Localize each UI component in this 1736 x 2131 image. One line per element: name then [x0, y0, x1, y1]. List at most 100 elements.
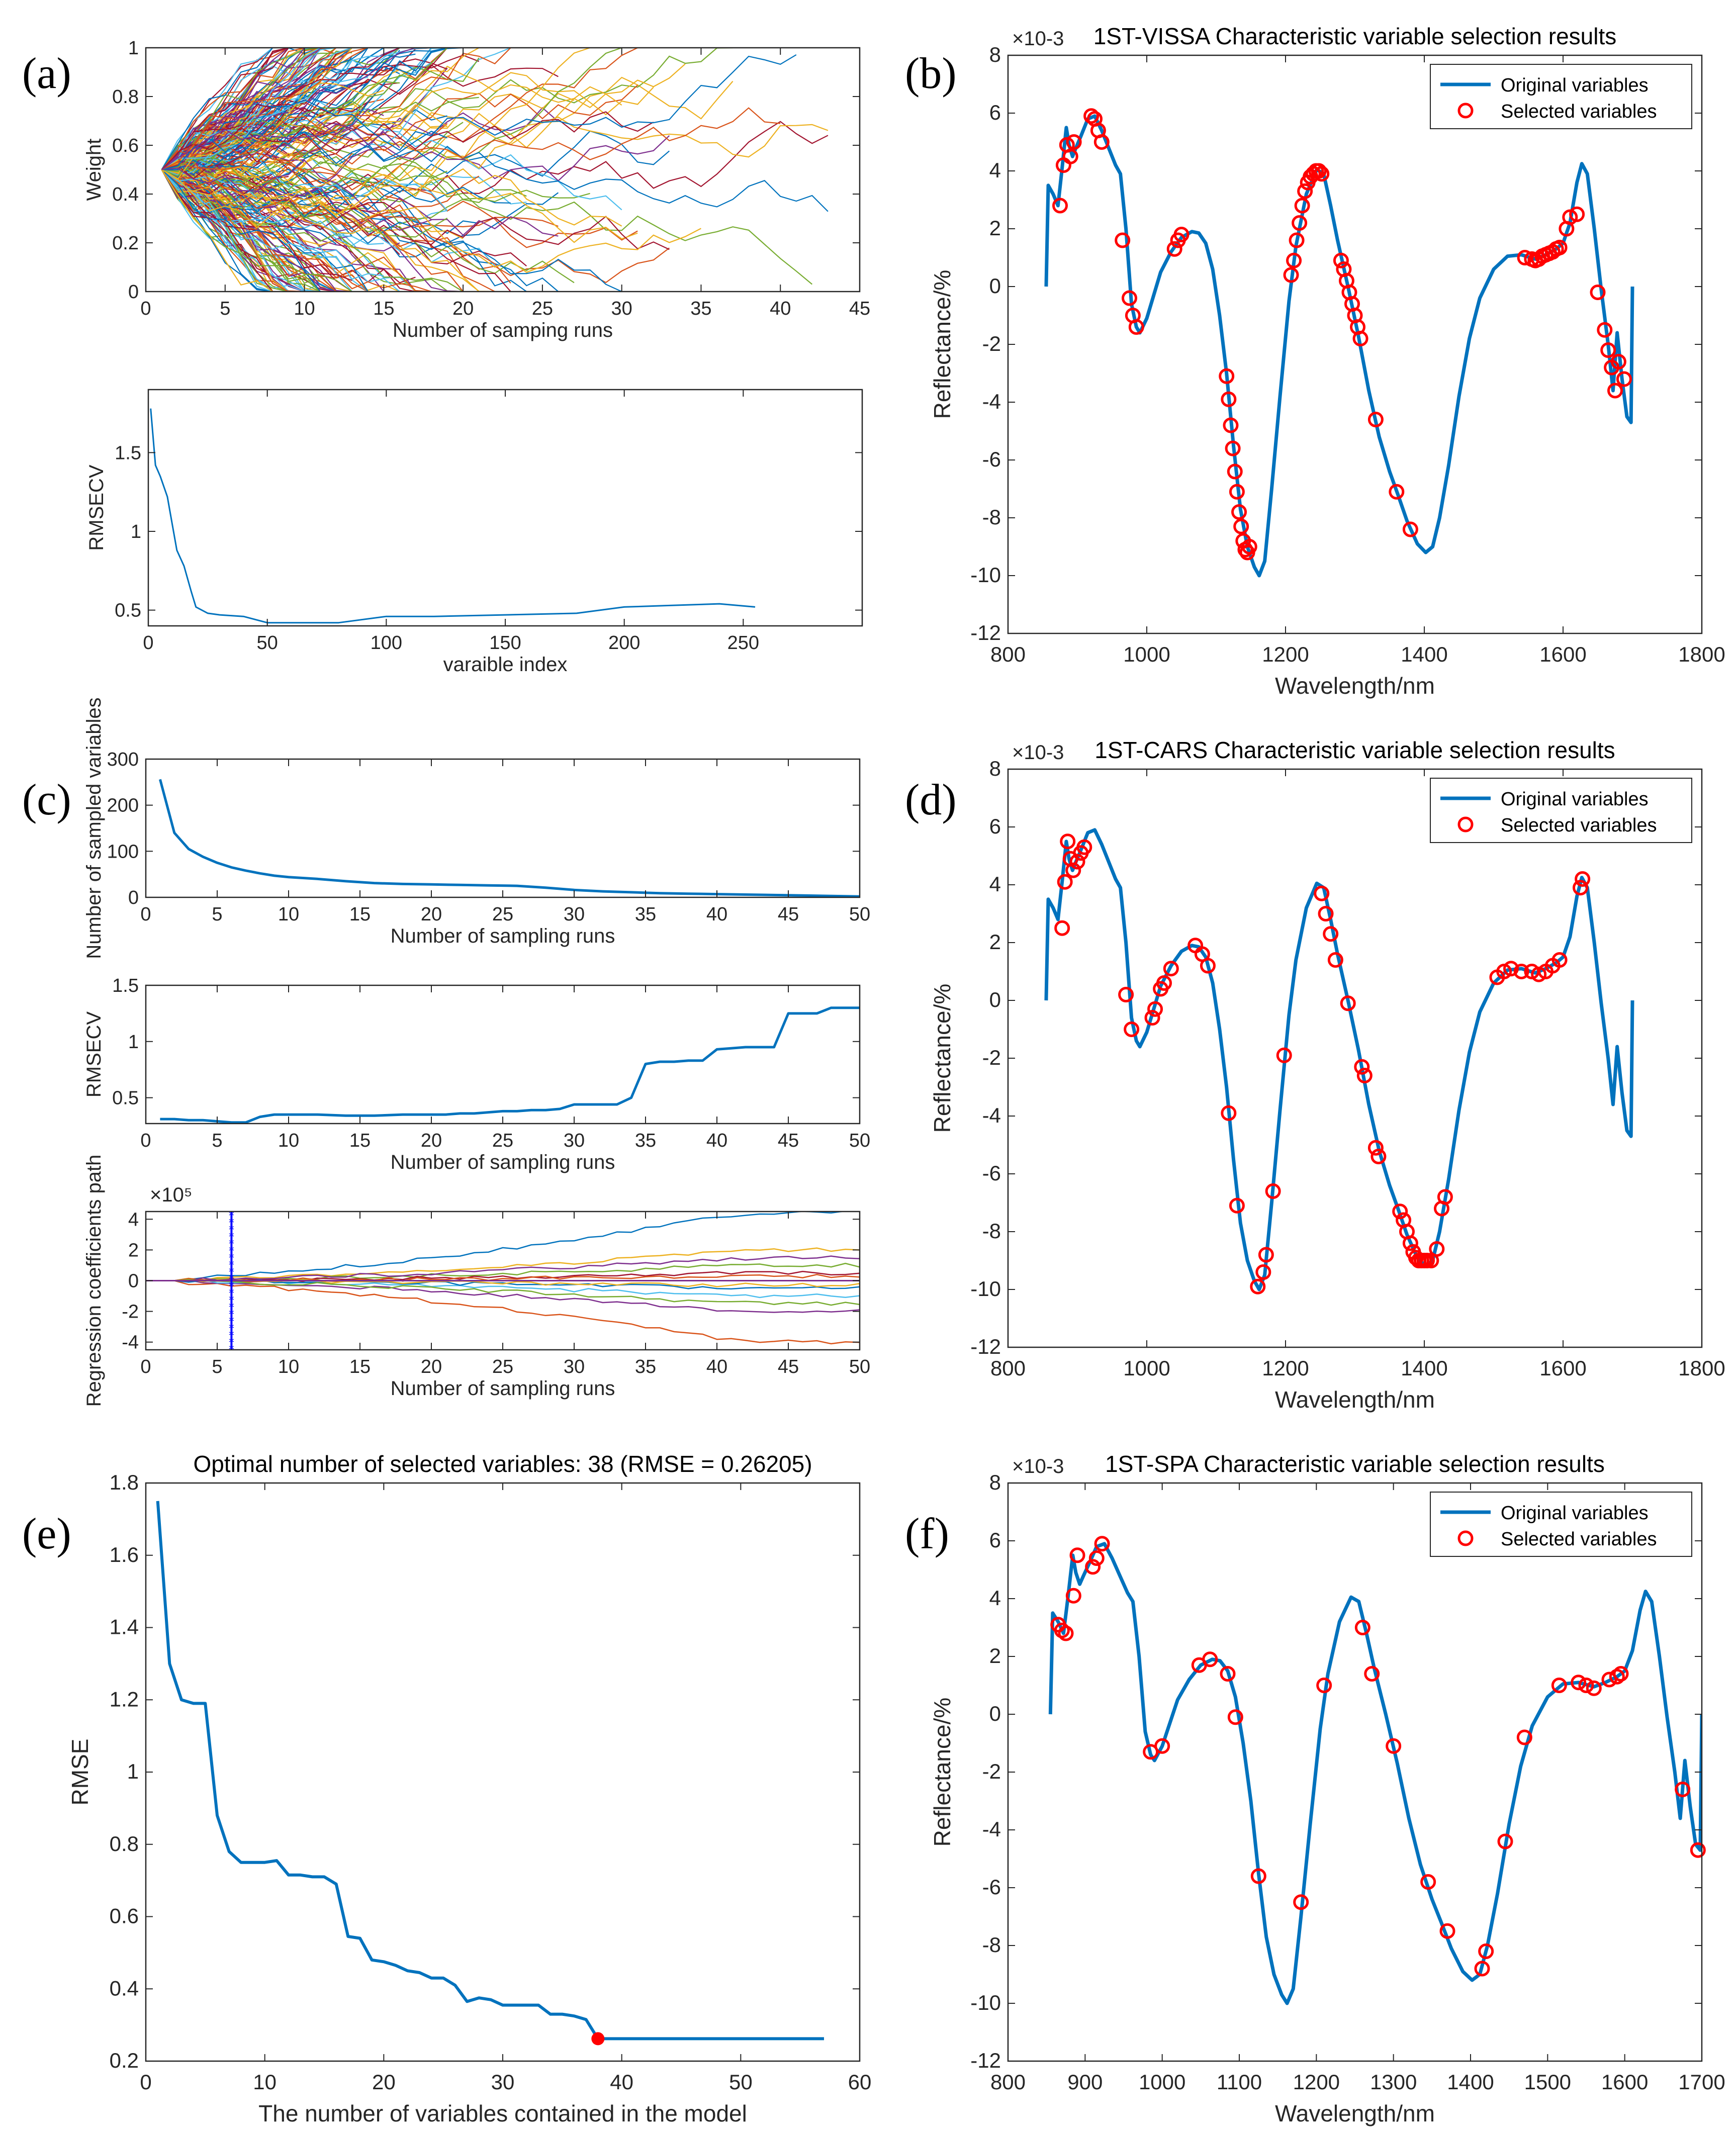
selected-variable-marker [1607, 383, 1623, 399]
x-tick-label: 10 [278, 904, 299, 925]
weight-path-235 [161, 64, 336, 171]
y-tick-label: 0.5 [115, 600, 141, 621]
x-tick-label: 1000 [1139, 2070, 1185, 2094]
weight-path-219 [161, 169, 273, 189]
x-tick-label: 25 [492, 1356, 513, 1377]
chart-f: 800 900 1000 1100 1200 1300 1400 1500 1600 1700 -1… [929, 1451, 1725, 2126]
selected-variable-marker [1286, 252, 1302, 268]
coef-path-8 [160, 1279, 860, 1290]
x-tick-label: 40 [610, 2070, 633, 2094]
selected-variable-marker [1497, 1833, 1513, 1849]
coef-path-3 [160, 1247, 860, 1281]
x-axis-label: Number of sampling runs [391, 1151, 615, 1173]
y-tick-label: -10 [970, 1277, 1001, 1301]
panel-label-d: (d) [905, 776, 957, 824]
selected-variable-marker [1231, 504, 1247, 520]
x-tick-label: 1400 [1447, 2070, 1494, 2094]
weight-path-190 [161, 169, 273, 292]
weight-path-240 [161, 48, 511, 170]
legend-box [1430, 778, 1692, 843]
selected-variable-marker [1392, 1203, 1408, 1220]
optimal-run-star: * [229, 1330, 234, 1342]
optimal-point [591, 2032, 605, 2046]
x-tick-label: 5 [212, 1356, 222, 1377]
y-tick-label: 0.2 [112, 233, 139, 254]
legend-marker-swatch [1457, 103, 1474, 119]
y-tick-label: -12 [970, 2049, 1001, 2072]
x-tick-label: 0 [143, 632, 153, 654]
chart-title: 1ST-VISSA Characteristic variable select… [1093, 23, 1617, 49]
plot-area [150, 408, 756, 624]
selected-variable-marker [1340, 995, 1356, 1011]
selected-variable-marker [1054, 920, 1070, 936]
y-tick-label: 8 [989, 1470, 1001, 1494]
x-tick-label: 50 [729, 2070, 753, 2094]
selected-variable-marker [1616, 371, 1632, 387]
selected-variable-marker [1314, 166, 1330, 182]
selected-variable-marker [1088, 1550, 1105, 1566]
optimal-run-star: * [229, 1337, 234, 1349]
selected-variable-marker [1221, 391, 1237, 407]
selected-variable-marker [1578, 1678, 1594, 1693]
y-tick-label: 2 [989, 1644, 1001, 1667]
weight-path-239 [161, 124, 829, 212]
optimal-run-star: * [229, 1280, 234, 1293]
selected-variable-marker [1154, 1738, 1170, 1754]
y-tick-label: 4 [989, 872, 1001, 896]
weight-path-254 [161, 48, 369, 170]
weight-path-209 [161, 169, 289, 292]
axes-frame [145, 1482, 861, 2062]
x-tick-label: 15 [349, 904, 371, 925]
selected-variable-marker [1569, 206, 1585, 222]
legend-selected: Selected variables [1501, 815, 1657, 836]
legend-selected: Selected variables [1501, 101, 1657, 122]
selected-variable-marker [1503, 961, 1519, 977]
x-tick-label: 900 [1067, 2070, 1103, 2094]
weight-path-211 [161, 48, 273, 170]
x-tick-label: 0 [140, 2070, 151, 2094]
x-tick-label: 50 [849, 1130, 870, 1151]
weight-path-249 [161, 167, 273, 195]
selected-variable-marker [1250, 1868, 1266, 1884]
selected-variable-marker [1327, 952, 1343, 968]
y-tick-label: 0 [989, 274, 1001, 298]
selected-variable-marker [1255, 1264, 1271, 1280]
x-tick-label: 30 [564, 904, 585, 925]
x-tick-label: 800 [990, 642, 1026, 666]
y-axis-label: Number of sampled variables [83, 697, 105, 959]
legend-marker-swatch [1457, 816, 1474, 832]
x-tick-label: 1200 [1262, 1356, 1309, 1380]
x-tick-label: 40 [706, 1130, 727, 1151]
selected-variable-marker [1323, 926, 1339, 942]
optimal-run-star: * [229, 1210, 234, 1223]
selected-variable-marker [1311, 163, 1327, 179]
selected-variable-marker [1370, 1149, 1387, 1164]
selected-variable-marker [1225, 440, 1241, 456]
axis-multiplier: ×10⁵ [150, 1184, 192, 1206]
chart-e: 0 10 20 30 40 50 60 0.2 0.4 0.6 0.8 1 1.2 1.4 1.6 1.8 Th… [67, 1451, 871, 2126]
coef-path-11 [160, 1255, 860, 1282]
selected-variable-marker [1513, 964, 1529, 979]
axes-frame [145, 47, 861, 293]
y-tick-label: 0.6 [110, 1904, 139, 1928]
optimal-run-star: * [229, 1259, 234, 1272]
x-tick-label: 10 [253, 2070, 277, 2094]
y-tick-label: -2 [982, 1046, 1001, 1069]
weight-path-193 [161, 160, 432, 231]
selected-variable-marker [1069, 1547, 1085, 1563]
weight-path-244 [161, 48, 321, 170]
coef-path-1 [160, 1212, 847, 1281]
x-tick-label: 0 [140, 904, 151, 925]
y-tick-label: 1.5 [112, 975, 139, 996]
optimal-run-star: * [229, 1344, 234, 1356]
series-line [156, 1501, 824, 2041]
weight-path-233 [161, 161, 464, 292]
chart-d: 800 1000 1200 1400 1600 1800 -12 -10 -8 -6 -4 -2 0 2 4… [929, 737, 1725, 1413]
axes-frame [1007, 768, 1703, 1348]
optimal-run-star: * [229, 1217, 234, 1230]
legend-marker-swatch [1457, 1530, 1474, 1546]
y-tick-label: 8 [989, 757, 1001, 780]
y-tick-label: -12 [970, 1335, 1001, 1358]
y-tick-label: 0 [989, 1702, 1001, 1725]
